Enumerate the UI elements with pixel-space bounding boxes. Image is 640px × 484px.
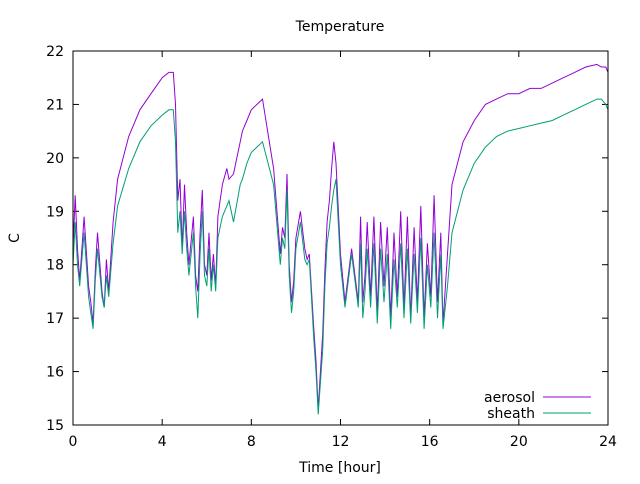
y-tick-label: 19 bbox=[46, 204, 64, 220]
chart-title: Temperature bbox=[295, 19, 385, 35]
x-tick-label: 8 bbox=[247, 434, 256, 450]
y-tick-label: 18 bbox=[46, 258, 64, 274]
x-tick-label: 12 bbox=[332, 434, 350, 450]
legend-label-sheath: sheath bbox=[487, 406, 535, 422]
plot-frame bbox=[72, 50, 609, 426]
series-line-aerosol bbox=[72, 63, 609, 410]
y-tick-label: 21 bbox=[46, 97, 64, 113]
y-tick-label: 22 bbox=[46, 44, 64, 60]
x-tick-label: 0 bbox=[69, 434, 78, 450]
y-tick-label: 15 bbox=[46, 418, 64, 434]
x-tick-label: 24 bbox=[599, 434, 617, 450]
x-axis-label: Time [hour] bbox=[298, 460, 381, 476]
legend-label-aerosol: aerosol bbox=[484, 390, 535, 406]
y-axis-label: C bbox=[7, 233, 23, 243]
y-tick-label: 17 bbox=[46, 311, 64, 327]
x-tick-label: 20 bbox=[510, 434, 528, 450]
x-tick-label: 4 bbox=[158, 434, 167, 450]
series-line-sheath bbox=[72, 98, 609, 415]
plot-lines bbox=[72, 63, 609, 415]
x-tick-label: 16 bbox=[421, 434, 439, 450]
y-tick-label: 20 bbox=[46, 151, 64, 167]
y-tick-label: 16 bbox=[46, 365, 64, 381]
